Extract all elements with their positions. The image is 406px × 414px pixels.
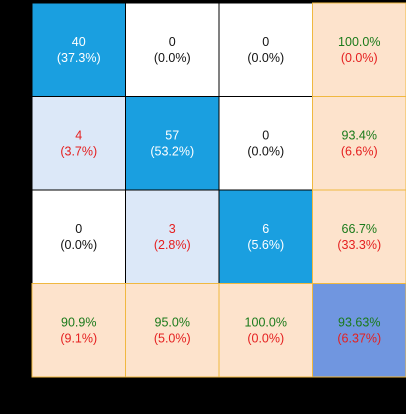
col-summary-correct-label: 95.0% <box>155 315 190 329</box>
row-summary-correct-label: 93.4% <box>342 128 377 142</box>
cell-percent-label: (5.6%) <box>247 238 284 252</box>
matrix-cell-0-0 <box>32 3 126 97</box>
cell-percent-label: (37.3%) <box>57 51 101 65</box>
col-summary-incorrect-label: (5.0%) <box>154 331 191 345</box>
row-summary-cell-0 <box>313 3 406 97</box>
col-summary-cell-1 <box>126 284 220 378</box>
cell-count-label: 0 <box>75 222 82 236</box>
matrix-cell-1-0 <box>32 97 126 191</box>
matrix-cell-0-1 <box>126 3 220 97</box>
col-summary-incorrect-label: (9.1%) <box>60 331 97 345</box>
cell-count-label: 0 <box>262 128 269 142</box>
col-summary-correct-label: 100.0% <box>245 315 287 329</box>
matrix-cell-1-2 <box>219 97 313 191</box>
col-summary-incorrect-label: (0.0%) <box>247 331 284 345</box>
matrix-cell-2-1 <box>126 190 220 284</box>
cell-count-label: 4 <box>75 128 82 142</box>
overall-correct-label: 93.63% <box>338 315 380 329</box>
matrix-cell-2-2 <box>219 190 313 284</box>
cell-count-label: 57 <box>165 128 179 142</box>
cell-percent-label: (0.0%) <box>60 238 97 252</box>
row-summary-cell-1 <box>313 97 406 191</box>
col-summary-correct-label: 90.9% <box>61 315 96 329</box>
cell-percent-label: (3.7%) <box>60 144 97 158</box>
col-summary-cell-2 <box>219 284 313 378</box>
row-summary-incorrect-label: (0.0%) <box>341 51 378 65</box>
matrix-cell-0-2 <box>219 3 313 97</box>
row-summary-incorrect-label: (6.6%) <box>341 144 378 158</box>
cell-count-label: 40 <box>72 35 86 49</box>
cell-percent-label: (0.0%) <box>247 144 284 158</box>
row-summary-correct-label: 100.0% <box>338 35 380 49</box>
overall-incorrect-label: (6.37%) <box>337 331 381 345</box>
cell-count-label: 0 <box>169 35 176 49</box>
matrix-cell-1-1 <box>126 97 220 191</box>
matrix-cell-2-0 <box>32 190 126 284</box>
cell-count-label: 0 <box>262 35 269 49</box>
cell-percent-label: (0.0%) <box>247 51 284 65</box>
cell-percent-label: (0.0%) <box>154 51 191 65</box>
cell-count-label: 3 <box>169 222 176 236</box>
row-summary-incorrect-label: (33.3%) <box>337 238 381 252</box>
row-summary-cell-2 <box>313 190 406 284</box>
cell-percent-label: (53.2%) <box>150 144 194 158</box>
col-summary-cell-0 <box>32 284 126 378</box>
row-summary-correct-label: 66.7% <box>342 222 377 236</box>
overall-accuracy-cell <box>313 284 406 378</box>
cell-percent-label: (2.8%) <box>154 238 191 252</box>
cell-count-label: 6 <box>262 222 269 236</box>
